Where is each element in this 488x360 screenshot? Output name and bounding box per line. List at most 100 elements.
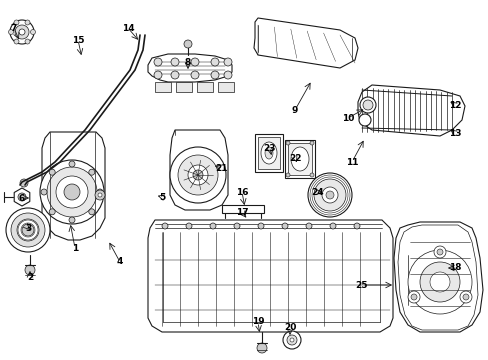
Circle shape: [258, 223, 264, 229]
Circle shape: [224, 71, 231, 79]
Text: 7: 7: [11, 23, 17, 32]
Polygon shape: [170, 130, 227, 210]
Circle shape: [429, 272, 449, 292]
Circle shape: [154, 71, 162, 79]
Circle shape: [325, 191, 333, 199]
Polygon shape: [253, 18, 357, 68]
Circle shape: [410, 294, 416, 300]
Text: 17: 17: [235, 207, 248, 216]
Text: 2: 2: [27, 274, 33, 283]
Circle shape: [407, 291, 419, 303]
Circle shape: [18, 193, 26, 201]
Text: 16: 16: [235, 188, 248, 197]
Circle shape: [98, 193, 102, 197]
Text: 5: 5: [159, 193, 165, 202]
Text: 19: 19: [251, 318, 264, 327]
Circle shape: [309, 141, 313, 145]
Circle shape: [89, 209, 95, 215]
Circle shape: [191, 71, 199, 79]
Circle shape: [285, 173, 289, 177]
Circle shape: [210, 71, 219, 79]
Text: 1: 1: [72, 243, 78, 252]
Circle shape: [89, 169, 95, 175]
Circle shape: [283, 331, 301, 349]
Circle shape: [433, 246, 445, 258]
Circle shape: [22, 224, 34, 236]
Circle shape: [10, 20, 34, 44]
Ellipse shape: [264, 147, 272, 159]
Circle shape: [462, 294, 468, 300]
Circle shape: [25, 20, 30, 25]
Circle shape: [313, 179, 346, 211]
Circle shape: [19, 29, 25, 35]
Circle shape: [47, 167, 97, 217]
Circle shape: [257, 343, 266, 353]
Circle shape: [183, 40, 192, 48]
Circle shape: [95, 190, 105, 200]
Circle shape: [30, 30, 36, 35]
Bar: [155, 82, 171, 92]
Circle shape: [69, 217, 75, 223]
Circle shape: [97, 189, 103, 195]
Text: 25: 25: [355, 280, 367, 289]
Text: 24: 24: [311, 188, 324, 197]
Circle shape: [321, 187, 337, 203]
Circle shape: [154, 58, 162, 66]
Circle shape: [286, 335, 296, 345]
Polygon shape: [393, 222, 482, 332]
Circle shape: [49, 169, 55, 175]
Circle shape: [171, 58, 179, 66]
Circle shape: [282, 223, 287, 229]
Circle shape: [14, 39, 19, 44]
Text: 10: 10: [341, 113, 353, 122]
Circle shape: [64, 184, 80, 200]
Circle shape: [20, 179, 28, 187]
Text: 8: 8: [184, 58, 191, 67]
Circle shape: [234, 223, 240, 229]
Circle shape: [25, 39, 30, 44]
Circle shape: [25, 265, 35, 275]
Text: 20: 20: [283, 324, 296, 333]
Circle shape: [171, 71, 179, 79]
Circle shape: [6, 208, 50, 252]
Ellipse shape: [290, 147, 308, 171]
Circle shape: [309, 173, 313, 177]
Circle shape: [191, 58, 199, 66]
Bar: [197, 82, 213, 92]
Circle shape: [193, 170, 203, 180]
Circle shape: [69, 161, 75, 167]
Text: 12: 12: [448, 100, 460, 109]
Bar: [222, 205, 264, 213]
Circle shape: [358, 114, 370, 126]
Circle shape: [210, 58, 219, 66]
Circle shape: [185, 223, 192, 229]
Circle shape: [187, 165, 207, 185]
Circle shape: [178, 155, 218, 195]
Circle shape: [459, 291, 471, 303]
Polygon shape: [148, 220, 392, 332]
Circle shape: [224, 58, 231, 66]
Circle shape: [436, 249, 442, 255]
Circle shape: [56, 176, 88, 208]
Text: 6: 6: [19, 194, 25, 202]
Polygon shape: [42, 132, 105, 240]
Text: 9: 9: [291, 105, 298, 114]
Circle shape: [49, 209, 55, 215]
Text: 21: 21: [215, 163, 228, 172]
Bar: [258, 137, 280, 169]
Circle shape: [8, 30, 14, 35]
Polygon shape: [148, 54, 231, 82]
Circle shape: [209, 223, 216, 229]
Circle shape: [359, 97, 375, 113]
Circle shape: [40, 160, 104, 224]
Circle shape: [162, 223, 168, 229]
Bar: [254, 134, 283, 172]
Text: 3: 3: [25, 224, 31, 233]
Circle shape: [14, 20, 19, 25]
Circle shape: [307, 173, 351, 217]
Circle shape: [15, 25, 29, 39]
Circle shape: [353, 223, 359, 229]
Text: 4: 4: [117, 257, 123, 266]
Text: 22: 22: [288, 153, 301, 162]
Text: 18: 18: [448, 264, 460, 273]
